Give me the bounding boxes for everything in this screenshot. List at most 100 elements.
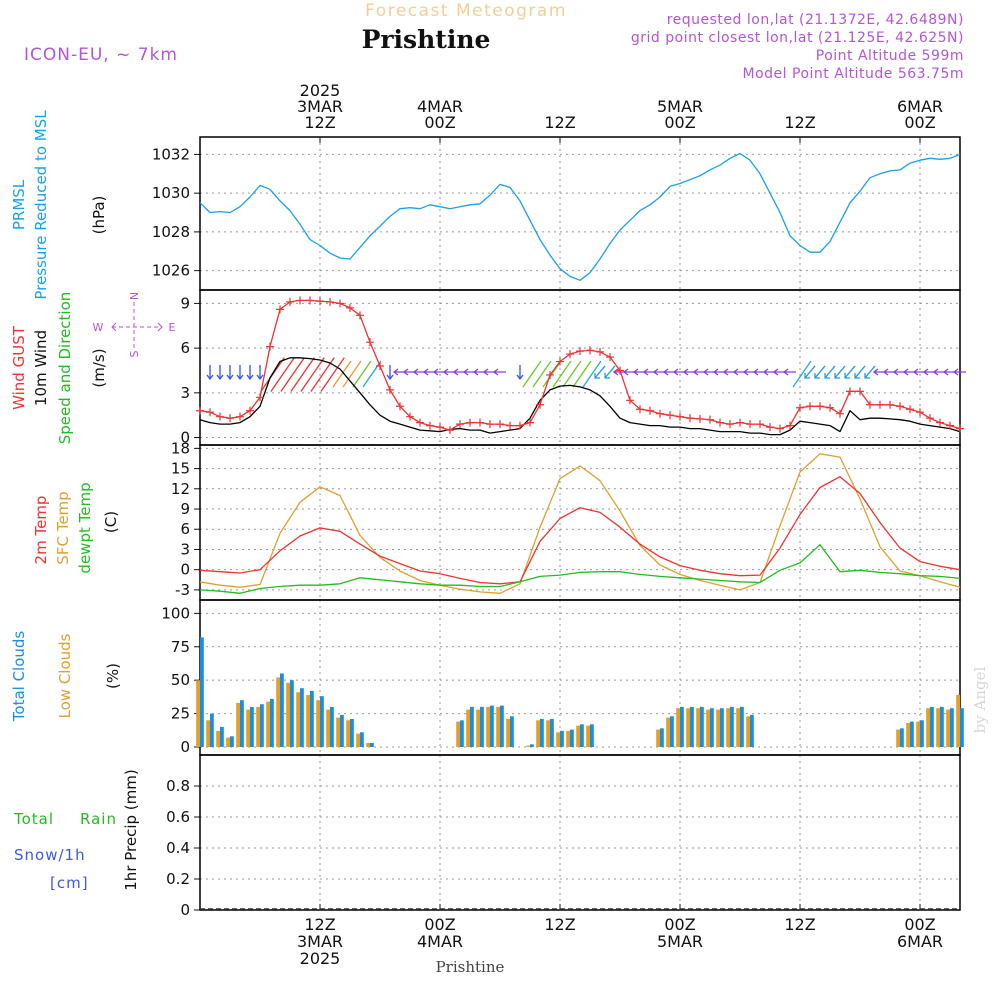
low-cloud-bar <box>696 708 700 747</box>
gust-marker <box>296 296 304 305</box>
low-cloud-bar <box>566 730 570 747</box>
gust-marker <box>286 297 294 306</box>
gust-marker <box>536 400 544 409</box>
y-tick-label: 9 <box>180 294 190 312</box>
y-tick-label: 1030 <box>152 184 190 202</box>
wind-barb <box>226 364 234 381</box>
y-tick-label: 1026 <box>152 262 190 280</box>
gust-marker <box>316 297 324 306</box>
wind-barb <box>864 365 876 379</box>
low-cloud-bar <box>276 677 280 747</box>
gust-marker <box>766 423 774 432</box>
wind-barb <box>854 365 866 379</box>
gust-marker <box>836 409 844 418</box>
low-cloud-bar <box>676 708 680 747</box>
low-cloud-bar <box>926 708 930 747</box>
wind-labels: Wind GUST 10m Wind Speed and Direction (… <box>10 292 176 445</box>
cm-label: [cm] <box>50 874 89 892</box>
total-cloud-bar <box>210 713 214 747</box>
y-tick-label: 6 <box>180 520 190 538</box>
wind-dir-label: Speed and Direction <box>56 292 74 445</box>
wind10m-label: 10m Wind <box>32 330 50 406</box>
bottom-time-label: 00Z <box>904 915 935 934</box>
wind-barb <box>824 365 836 379</box>
total-cloud-bar <box>580 724 584 747</box>
wind-barb <box>386 364 394 381</box>
total-cloud-bar <box>250 706 254 747</box>
bottom-time-label: 4MAR <box>417 932 463 951</box>
temp2m-line <box>199 476 961 585</box>
total-cloud-bar <box>730 706 734 747</box>
gust-marker <box>626 396 634 405</box>
gust-marker <box>726 420 734 429</box>
total-cloud-bar <box>290 680 294 747</box>
gust-marker <box>516 421 524 430</box>
gust-marker <box>466 418 474 427</box>
gust-marker <box>356 311 364 320</box>
top-time-label: 12Z <box>544 113 575 132</box>
total-cloud-bar <box>500 705 504 747</box>
wind-barb <box>582 360 602 388</box>
bottom-time-label: 00Z <box>664 915 695 934</box>
gust-marker <box>696 414 704 423</box>
cloud-units: (%) <box>104 663 122 689</box>
low-cloud-bar <box>506 718 510 747</box>
gust-marker <box>686 414 694 423</box>
low-cloud-bar <box>466 709 470 747</box>
total-cloud-bar <box>220 726 224 747</box>
wind-barb <box>604 365 616 379</box>
total-cloud-bar <box>460 720 464 747</box>
bottom-time-label: 3MAR <box>297 932 343 951</box>
total-cloud-bar <box>330 706 334 747</box>
total-cloud-bar <box>720 708 724 747</box>
wind-barb <box>270 357 295 392</box>
gust-marker <box>506 421 514 430</box>
total-cloud-bar <box>280 673 284 747</box>
gust-marker <box>826 403 834 412</box>
low-cloud-bar <box>556 732 560 747</box>
low-cloud-bar <box>946 709 950 747</box>
y-tick-label: 0 <box>180 738 190 756</box>
y-tick-label: 0.6 <box>166 808 190 826</box>
wind-barb <box>522 360 542 388</box>
compass-w: W <box>93 321 104 334</box>
wind-barb <box>206 364 214 381</box>
low-cloud-bar <box>246 709 250 747</box>
pressure-desc-label: Pressure Reduced to MSL <box>32 110 50 300</box>
total-cloud-bar <box>690 706 694 747</box>
gust-marker <box>646 406 654 415</box>
total-cloud-bar <box>240 700 244 747</box>
total-cloud-bar <box>340 714 344 747</box>
gust-marker <box>606 353 614 362</box>
compass-s: S <box>128 350 141 357</box>
gust-marker <box>566 350 574 359</box>
gust-marker <box>526 418 534 427</box>
total-label: Total <box>13 810 54 828</box>
gust-marker <box>436 423 444 432</box>
y-tick-label: 0 <box>180 561 190 579</box>
gust-marker <box>486 420 494 429</box>
y-tick-label: 25 <box>171 705 190 723</box>
wind-barb <box>814 365 826 379</box>
dewpt-label: dewpt Temp <box>76 482 94 573</box>
top-time-label: 00Z <box>664 113 695 132</box>
bottom-time-label: 12Z <box>784 915 815 934</box>
temp2m-label: 2m Temp <box>32 496 50 565</box>
y-tick-label: 1032 <box>152 145 190 163</box>
gust-marker <box>426 421 434 430</box>
y-tick-label: 1028 <box>152 223 190 241</box>
wind-barb <box>804 365 816 379</box>
panel-4: 0 0.2 0.4 0.6 0.8 <box>166 754 961 919</box>
low-cloud-bar <box>726 708 730 747</box>
wind-barb <box>300 357 325 392</box>
gust-marker <box>216 412 224 421</box>
gust-marker <box>576 347 584 356</box>
total-cloud-bar <box>370 743 374 747</box>
wind-barb <box>280 357 305 392</box>
total-cloud-bar <box>230 736 234 747</box>
wind-barb <box>256 364 264 381</box>
low-cloud-bar <box>686 708 690 747</box>
top-time-label: 12Z <box>304 113 335 132</box>
